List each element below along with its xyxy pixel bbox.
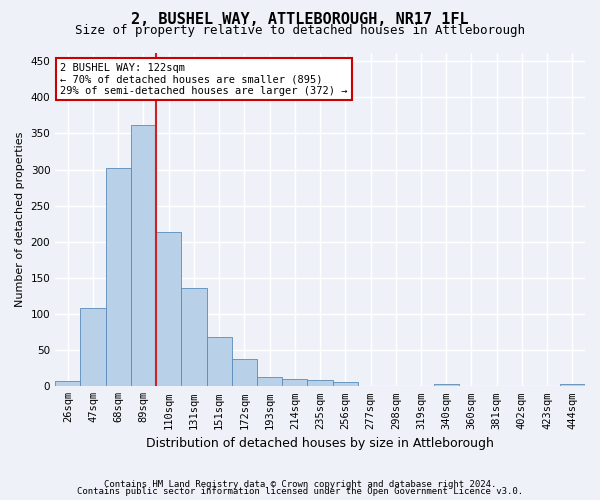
Text: Size of property relative to detached houses in Attleborough: Size of property relative to detached ho… <box>75 24 525 37</box>
Bar <box>560 384 585 386</box>
Text: 2, BUSHEL WAY, ATTLEBOROUGH, NR17 1FL: 2, BUSHEL WAY, ATTLEBOROUGH, NR17 1FL <box>131 12 469 28</box>
Y-axis label: Number of detached properties: Number of detached properties <box>15 132 25 307</box>
Bar <box>434 384 459 386</box>
Bar <box>80 308 106 386</box>
Bar <box>257 377 282 386</box>
Bar <box>181 288 206 386</box>
Bar <box>55 380 80 386</box>
Bar <box>156 232 181 386</box>
Bar <box>131 125 156 386</box>
Text: Contains HM Land Registry data © Crown copyright and database right 2024.: Contains HM Land Registry data © Crown c… <box>104 480 496 489</box>
Bar <box>332 382 358 386</box>
Bar <box>106 168 131 386</box>
Bar <box>232 359 257 386</box>
Text: Contains public sector information licensed under the Open Government Licence v3: Contains public sector information licen… <box>77 488 523 496</box>
Bar <box>307 380 332 386</box>
X-axis label: Distribution of detached houses by size in Attleborough: Distribution of detached houses by size … <box>146 437 494 450</box>
Text: 2 BUSHEL WAY: 122sqm
← 70% of detached houses are smaller (895)
29% of semi-deta: 2 BUSHEL WAY: 122sqm ← 70% of detached h… <box>61 62 348 96</box>
Bar <box>206 337 232 386</box>
Bar <box>282 379 307 386</box>
